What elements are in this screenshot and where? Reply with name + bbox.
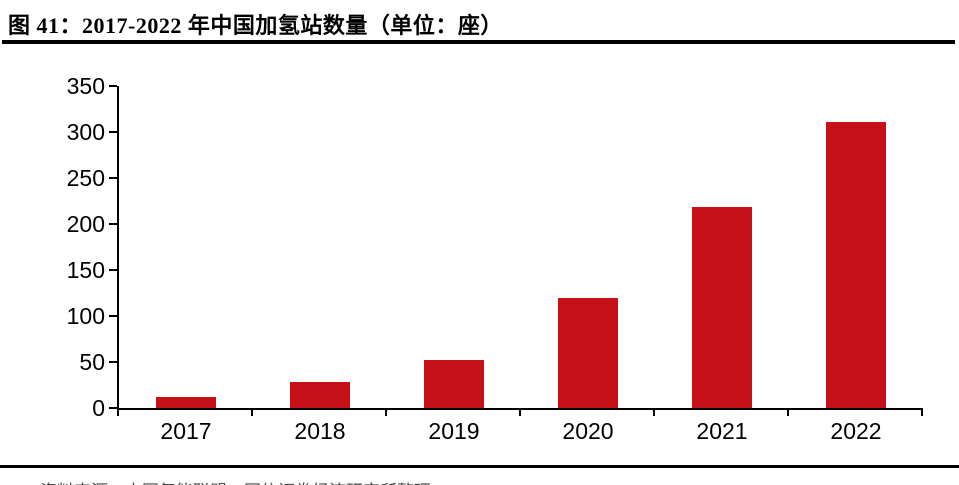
bar-2017: [156, 397, 216, 408]
bar-2019: [424, 360, 484, 408]
y-tick: [109, 177, 117, 179]
y-tick: [109, 131, 117, 133]
y-tick: [109, 407, 117, 409]
source-text: 资料来源：中国氢能联盟，国信证券经济研究所整理: [40, 477, 431, 485]
x-tick: [251, 410, 253, 416]
title-separator: [2, 40, 955, 44]
footer-separator: [0, 465, 959, 468]
x-axis-label-2017: 2017: [160, 418, 212, 444]
y-tick: [109, 361, 117, 363]
bar-chart: 0 50 100 150 200 250 300 350 2017 2018 2019 2020 202…: [66, 73, 923, 444]
x-axis-label-2020: 2020: [562, 418, 614, 444]
y-tick-label: 250: [66, 165, 105, 191]
x-tick: [787, 410, 789, 416]
x-tick: [653, 410, 655, 416]
bar-2022: [826, 122, 886, 408]
y-tick: [109, 223, 117, 225]
x-tick: [385, 410, 387, 416]
x-axis-label-2022: 2022: [830, 418, 882, 444]
x-tick: [921, 410, 923, 416]
y-tick-label: 150: [66, 257, 105, 283]
y-tick-label: 50: [79, 349, 105, 375]
y-tick-label: 350: [66, 73, 105, 99]
x-tick: [117, 410, 119, 416]
x-axis-label-2019: 2019: [428, 418, 480, 444]
x-axis-line: [117, 408, 923, 410]
bar-2020: [558, 298, 618, 408]
x-tick: [519, 410, 521, 416]
x-axis-label-2021: 2021: [696, 418, 748, 444]
y-tick: [109, 315, 117, 317]
x-axis-label-2018: 2018: [294, 418, 346, 444]
y-tick-label: 100: [66, 303, 105, 329]
bar-2018: [290, 382, 350, 408]
page-title: 图 41：2017-2022 年中国加氢站数量（单位：座）: [8, 13, 503, 38]
y-tick-label: 0: [92, 395, 105, 421]
y-axis-line: [117, 86, 119, 410]
y-tick-label: 200: [66, 211, 105, 237]
y-tick: [109, 85, 117, 87]
bar-2021: [692, 207, 752, 408]
y-tick: [109, 269, 117, 271]
y-tick-label: 300: [66, 119, 105, 145]
